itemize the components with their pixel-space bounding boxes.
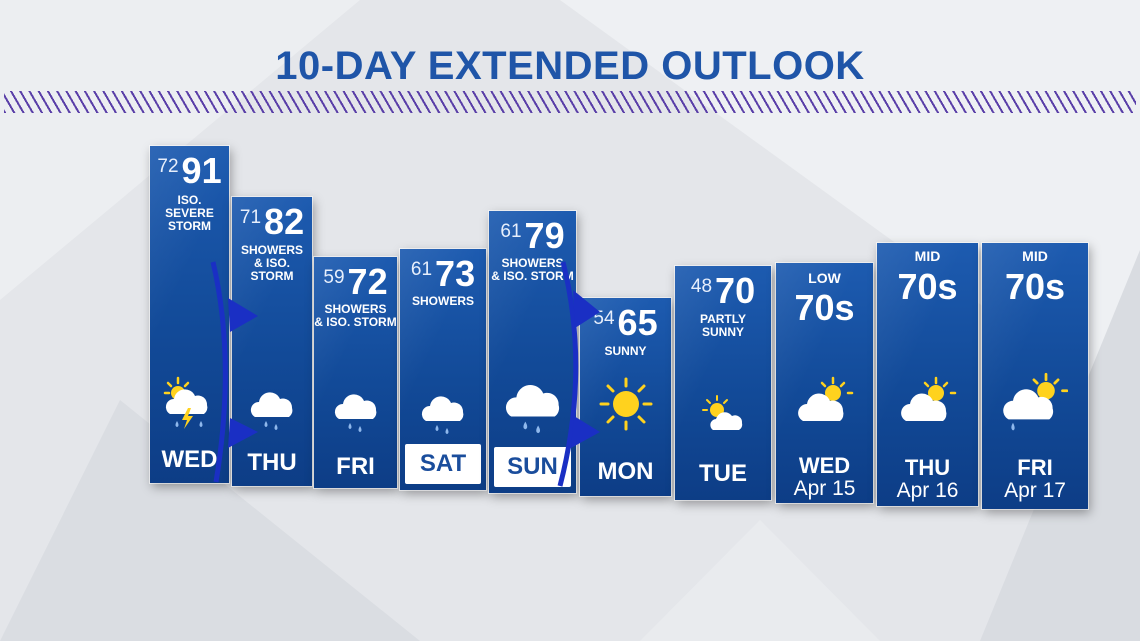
day-label: TUE [699, 460, 747, 487]
forecast-panel-sat: 6173 SHOWERS SAT [400, 249, 486, 490]
temp-qualifier: LOW [808, 270, 841, 286]
temp-qualifier: MID [914, 248, 941, 264]
temp-range: 70s [794, 287, 855, 328]
forecast-panel-fri-apr17: MID 70s FRI Apr 17 [982, 243, 1088, 509]
title-divider [4, 91, 1136, 113]
date-label: Apr 16 [896, 479, 959, 502]
temp-qualifier: MID [1022, 248, 1048, 264]
temp-range: 70s [897, 266, 958, 307]
forecast-panel-thu-apr16: MID 70s THU Apr 16 [877, 243, 978, 506]
thunderstorm-icon [163, 376, 207, 429]
temperatures: 5465 [593, 302, 658, 343]
high-temp: 91 [181, 150, 222, 191]
condition-text: SHOWERS & ISO. STORM [314, 302, 397, 329]
temp-range: 70s [1004, 266, 1066, 307]
condition-text: PARTLY SUNNY [699, 312, 746, 339]
page-title: 10-DAY EXTENDED OUTLOOK [275, 44, 865, 88]
rain-cloud-icon [334, 394, 376, 432]
temperatures: 5972 [323, 261, 388, 302]
forecast-panel-tue: 4870 PARTLY SUNNY TUE [675, 266, 771, 500]
sun-icon [599, 377, 652, 431]
partly-sunny-icon [702, 395, 743, 430]
rain-cloud-icon [505, 385, 559, 434]
temperatures: 4870 [690, 270, 756, 311]
condition-text: SHOWERS & ISO. STORM [491, 256, 574, 283]
forecast-panel-fri: 5972 SHOWERS & ISO. STORM FRI [314, 257, 397, 488]
day-label: WED [161, 446, 218, 473]
forecast-panel-wed-apr15: LOW 70s WED Apr 15 [776, 263, 873, 503]
rain-cloud-icon [250, 392, 293, 430]
day-label: THU [904, 455, 951, 480]
day-label: WED [798, 453, 851, 478]
day-label: MON [597, 458, 654, 485]
partly-cloudy-icon [797, 376, 853, 421]
day-label: THU [247, 449, 297, 476]
temperatures: 6173 [410, 253, 476, 294]
condition-text: SHOWERS [411, 294, 474, 308]
day-label: FRI [1017, 455, 1053, 480]
rain-cloud-icon [421, 396, 464, 434]
partly-cloudy-rain-icon [1003, 372, 1068, 431]
temperatures: 6179 [500, 215, 565, 256]
condition-text: SUNNY [604, 344, 647, 358]
forecast-panel-mon: 5465 SUNNY MON [580, 298, 671, 496]
temperatures: 7291 [150, 150, 229, 192]
cold-front-1 [210, 261, 258, 483]
day-label: FRI [336, 453, 375, 480]
forecast-panel-sun: 6179 SHOWERS & ISO. STORM SUN [489, 211, 576, 493]
date-label: Apr 17 [1004, 479, 1066, 502]
partly-cloudy-icon [900, 376, 956, 421]
forecast-panel-wed: 7291 ISO. SEVERE STORM WED [150, 146, 229, 483]
cold-front-2 [557, 261, 600, 487]
date-label: Apr 15 [793, 477, 856, 500]
low-temp: 72 [157, 156, 179, 177]
condition-text: SHOWERS & ISO. STORM [240, 243, 303, 283]
day-label-selected: SUN [494, 447, 571, 487]
condition-text: ISO. SEVERE STORM [165, 193, 214, 233]
temperatures: 7182 [239, 201, 305, 242]
day-label-selected: SAT [405, 444, 481, 484]
